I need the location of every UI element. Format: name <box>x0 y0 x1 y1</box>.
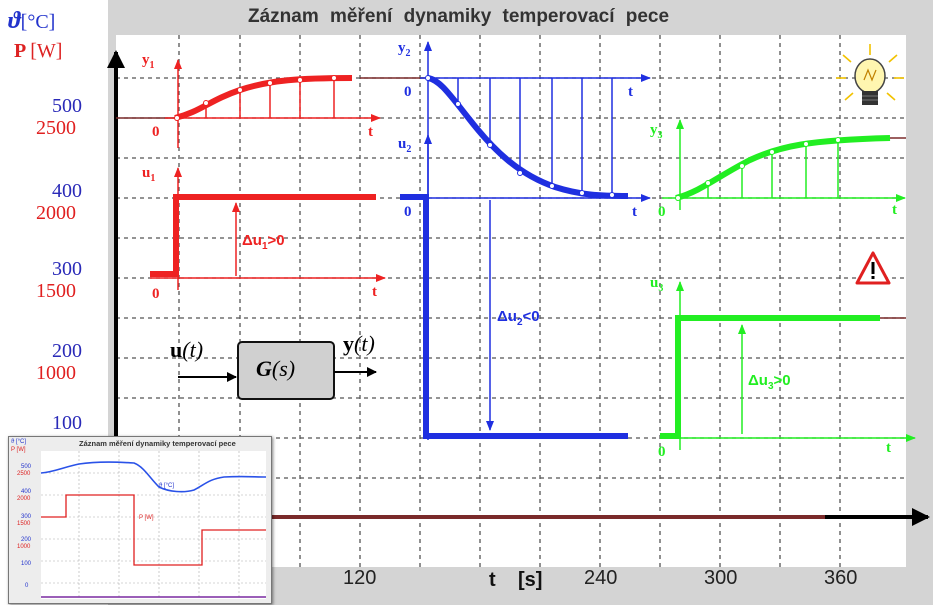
red-section <box>150 59 386 290</box>
theta-unit: [°C] <box>20 11 56 33</box>
y3-zero: 0 <box>658 204 666 220</box>
thumbnail-title: Záznam měření dynamiky temperovací pece <box>79 439 236 448</box>
thumbnail-power-label: P [W] <box>11 447 26 453</box>
du2-label: Δu2<0 <box>497 308 540 328</box>
y2-t-label: t <box>628 84 633 100</box>
x-axis-unit: [s] <box>518 569 543 591</box>
thumbnail-theta-label: ϑ [°C] <box>11 439 27 445</box>
u1-step <box>150 194 376 277</box>
x-tick-240: 240 <box>584 567 618 589</box>
block-diagram <box>178 341 377 400</box>
temp-tick-500: 500 <box>52 95 82 117</box>
green-section <box>660 119 916 450</box>
thumbnail-power-tick-1000: 1000 <box>17 544 31 550</box>
transfer-function-label: G(s) <box>256 356 296 381</box>
u3-zero: 0 <box>658 444 666 460</box>
temp-tick-400: 400 <box>52 180 82 202</box>
chart-title: Záznam měření dynamiky temperovací pece <box>248 6 670 27</box>
y2-samples <box>457 78 613 195</box>
block-output-label: y(t) <box>343 331 375 356</box>
thumbnail-power-series-label: P [W] <box>139 515 154 521</box>
x-tick-300: 300 <box>704 567 738 589</box>
blue-section <box>400 41 651 440</box>
u3-t-label: t <box>886 440 891 456</box>
power-tick-2000: 2000 <box>36 202 76 224</box>
thumbnail-temp-tick-200: 200 <box>21 537 32 543</box>
u2-step <box>400 194 628 439</box>
y3-t-label: t <box>892 202 897 218</box>
power-tick-1000: 1000 <box>36 362 76 384</box>
power-tick-2500: 2500 <box>36 117 76 139</box>
y3-dots <box>675 137 841 201</box>
y1-dots <box>174 75 337 121</box>
thumbnail-inset: Záznam měření dynamiky temperovací pece … <box>8 436 272 604</box>
du3-label: Δu3>0 <box>748 372 791 392</box>
u3-label: u3 <box>650 275 664 294</box>
u1-label: u1 <box>142 165 156 184</box>
x-tick-120: 120 <box>343 567 377 589</box>
u1-zero: 0 <box>152 286 160 302</box>
theta-axis-label: ϑ[°C] <box>8 8 55 35</box>
thumbnail-temp-tick-0: 0 <box>25 583 29 589</box>
thumbnail-temp-tick-500: 500 <box>21 464 32 470</box>
thumbnail-temp-tick-100: 100 <box>21 561 32 567</box>
transfer-block <box>237 341 335 400</box>
u2-label: u2 <box>398 136 412 155</box>
thumbnail-temp-tick-400: 400 <box>21 489 32 495</box>
y3-label: y3 <box>650 122 663 141</box>
temp-tick-100: 100 <box>52 412 82 434</box>
thumbnail-power-tick-2000: 2000 <box>17 496 31 502</box>
block-input-label: u(t) <box>170 337 204 362</box>
y3-samples <box>707 140 839 198</box>
power-tick-1500: 1500 <box>36 280 76 302</box>
power-symbol: P <box>14 40 27 62</box>
y2-label: y2 <box>398 40 411 59</box>
y1-zero: 0 <box>152 124 160 140</box>
lightbulb-icon <box>836 44 904 105</box>
y2-zero: 0 <box>404 84 412 100</box>
thumbnail-canvas <box>9 437 271 603</box>
y2-dots <box>425 75 615 198</box>
x-tick-360: 360 <box>824 567 858 589</box>
du1-label: Δu1>0 <box>242 232 285 252</box>
temp-tick-300: 300 <box>52 258 82 280</box>
power-axis-label: P [W] <box>14 40 62 63</box>
warning-icon <box>855 251 891 285</box>
thumbnail-temp-series-label: ϑ [°C] <box>159 483 175 489</box>
u1-t-label: t <box>372 284 377 300</box>
u2-t-label: t <box>632 204 637 220</box>
y2-curve <box>427 75 629 199</box>
thumbnail-power-tick-2500: 2500 <box>17 471 31 477</box>
y1-label: y1 <box>142 52 155 71</box>
u3-step <box>660 315 880 439</box>
thumbnail-temp-tick-300: 300 <box>21 514 32 520</box>
theta-symbol: ϑ <box>8 8 21 34</box>
u2-zero: 0 <box>404 204 412 220</box>
power-unit: [W] <box>30 40 63 62</box>
thumbnail-power-series <box>41 494 266 566</box>
thumbnail-temp-series <box>40 461 267 493</box>
y1-t-label: t <box>368 124 373 140</box>
y3-curve <box>675 135 891 201</box>
thumbnail-power-tick-1500: 1500 <box>17 521 31 527</box>
x-axis-t: t <box>489 569 496 591</box>
temp-tick-200: 200 <box>52 340 82 362</box>
